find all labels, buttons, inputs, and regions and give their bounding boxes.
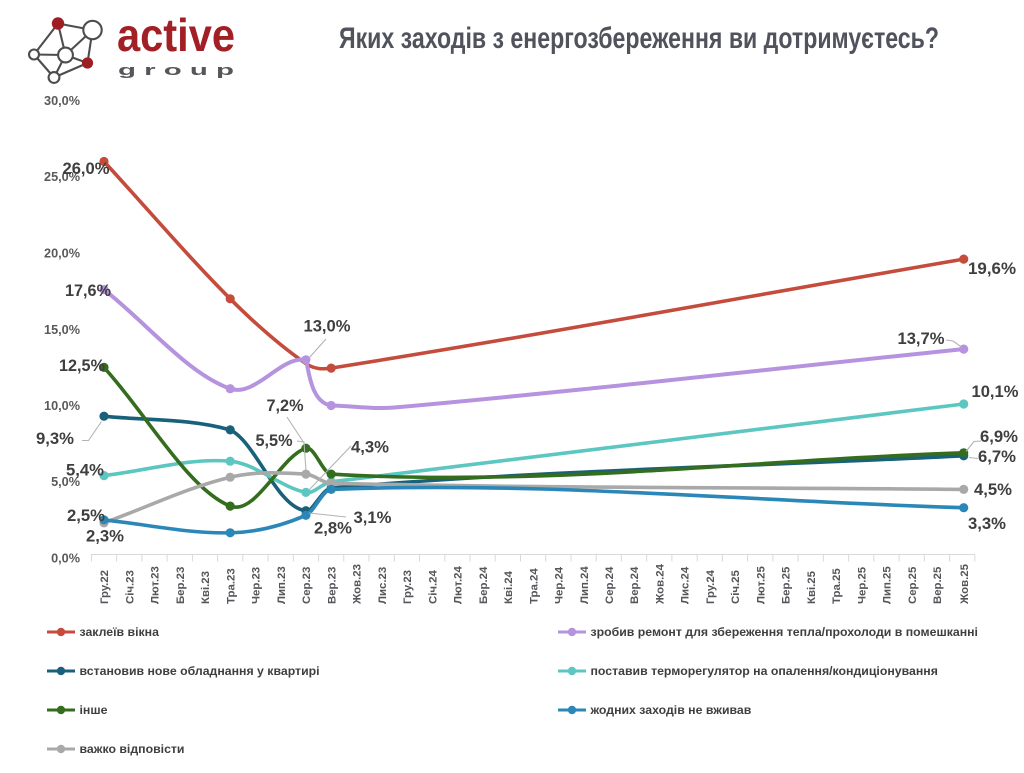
- svg-text:0,0%: 0,0%: [51, 552, 80, 566]
- svg-text:3,3%: 3,3%: [968, 514, 1006, 533]
- svg-text:3,1%: 3,1%: [354, 508, 392, 527]
- svg-text:заклеїв вікна: заклеїв вікна: [80, 625, 160, 639]
- svg-text:Січ.25: Січ.25: [730, 569, 742, 604]
- svg-text:Гру.24: Гру.24: [705, 569, 717, 604]
- svg-text:встановив нове обладнання у кв: встановив нове обладнання у квартирі: [80, 664, 320, 678]
- svg-text:9,3%: 9,3%: [36, 429, 74, 448]
- svg-text:active: active: [117, 9, 235, 61]
- svg-text:Сер.24: Сер.24: [604, 566, 616, 604]
- svg-text:25,0%: 25,0%: [44, 170, 80, 184]
- svg-text:19,6%: 19,6%: [968, 259, 1016, 278]
- svg-text:4,5%: 4,5%: [974, 480, 1012, 499]
- svg-text:зробив ремонт для збереження т: зробив ремонт для збереження тепла/прохо…: [591, 625, 978, 639]
- svg-text:важко відповісти: важко відповісти: [80, 742, 185, 756]
- svg-text:поставив терморегулятор на опа: поставив терморегулятор на опалення/конд…: [591, 664, 938, 678]
- svg-text:5,5%: 5,5%: [256, 431, 293, 450]
- svg-text:13,0%: 13,0%: [304, 317, 351, 336]
- svg-text:Січ.24: Січ.24: [427, 569, 439, 604]
- svg-text:30,0%: 30,0%: [44, 94, 80, 108]
- svg-text:17,6%: 17,6%: [65, 281, 111, 300]
- svg-text:жодних заходів не вживав: жодних заходів не вживав: [590, 703, 752, 717]
- svg-text:Чер.23: Чер.23: [251, 567, 263, 604]
- svg-text:Лют.25: Лют.25: [755, 565, 767, 604]
- svg-text:Жов.25: Жов.25: [959, 563, 971, 605]
- svg-text:Січ.23: Січ.23: [124, 570, 136, 604]
- svg-text:2,8%: 2,8%: [314, 519, 352, 538]
- svg-text:Бер.24: Бер.24: [478, 566, 490, 604]
- svg-text:Сер.25: Сер.25: [907, 566, 919, 604]
- svg-text:Лют.24: Лют.24: [453, 565, 465, 604]
- svg-text:20,0%: 20,0%: [44, 247, 80, 261]
- svg-text:Тра.24: Тра.24: [528, 568, 540, 604]
- svg-text:Лип.24: Лип.24: [579, 566, 591, 604]
- svg-text:7,2%: 7,2%: [267, 396, 304, 415]
- svg-text:Кві.25: Кві.25: [806, 570, 818, 604]
- svg-text:Бер.23: Бер.23: [175, 567, 187, 604]
- svg-text:Чер.24: Чер.24: [554, 566, 566, 604]
- svg-text:Кві.24: Кві.24: [503, 570, 515, 604]
- svg-text:4,3%: 4,3%: [351, 438, 389, 457]
- svg-text:Лип.23: Лип.23: [276, 566, 288, 604]
- svg-text:Бер.25: Бер.25: [781, 566, 793, 604]
- svg-text:5,0%: 5,0%: [51, 475, 80, 489]
- svg-text:Вер.25: Вер.25: [932, 566, 944, 604]
- svg-text:6,7%: 6,7%: [978, 447, 1016, 466]
- svg-text:Лис.24: Лис.24: [680, 566, 692, 604]
- svg-text:інше: інше: [80, 703, 108, 717]
- svg-text:Жов.24: Жов.24: [655, 563, 667, 605]
- svg-text:Чер.25: Чер.25: [856, 566, 868, 604]
- svg-text:10,0%: 10,0%: [44, 399, 80, 413]
- svg-text:10,1%: 10,1%: [972, 382, 1019, 401]
- svg-text:5,4%: 5,4%: [66, 461, 104, 480]
- svg-text:Тра.25: Тра.25: [831, 568, 843, 604]
- svg-text:Гру.23: Гру.23: [402, 570, 414, 604]
- svg-text:Жов.23: Жов.23: [352, 564, 364, 605]
- svg-text:2,3%: 2,3%: [86, 527, 124, 546]
- svg-text:15,0%: 15,0%: [44, 323, 80, 337]
- svg-text:Тра.23: Тра.23: [225, 568, 237, 604]
- svg-text:Вер.24: Вер.24: [629, 566, 641, 604]
- svg-text:Лют.23: Лют.23: [150, 566, 162, 604]
- svg-text:Яких заходів з енергозбереженн: Яких заходів з енергозбереження ви дотри…: [339, 22, 939, 55]
- svg-text:Сер.23: Сер.23: [301, 567, 313, 604]
- svg-text:Лип.25: Лип.25: [882, 566, 894, 604]
- svg-text:26,0%: 26,0%: [63, 159, 110, 178]
- svg-text:g r o u p: g r o u p: [118, 62, 234, 79]
- svg-text:6,9%: 6,9%: [980, 427, 1018, 446]
- svg-text:12,5%: 12,5%: [59, 356, 105, 375]
- svg-text:Гру.22: Гру.22: [99, 570, 111, 604]
- svg-text:13,7%: 13,7%: [898, 329, 945, 348]
- svg-text:Вер.23: Вер.23: [326, 567, 338, 604]
- svg-text:Лис.23: Лис.23: [377, 567, 389, 604]
- svg-text:2,5%: 2,5%: [67, 506, 105, 525]
- svg-text:Кві.23: Кві.23: [200, 571, 212, 604]
